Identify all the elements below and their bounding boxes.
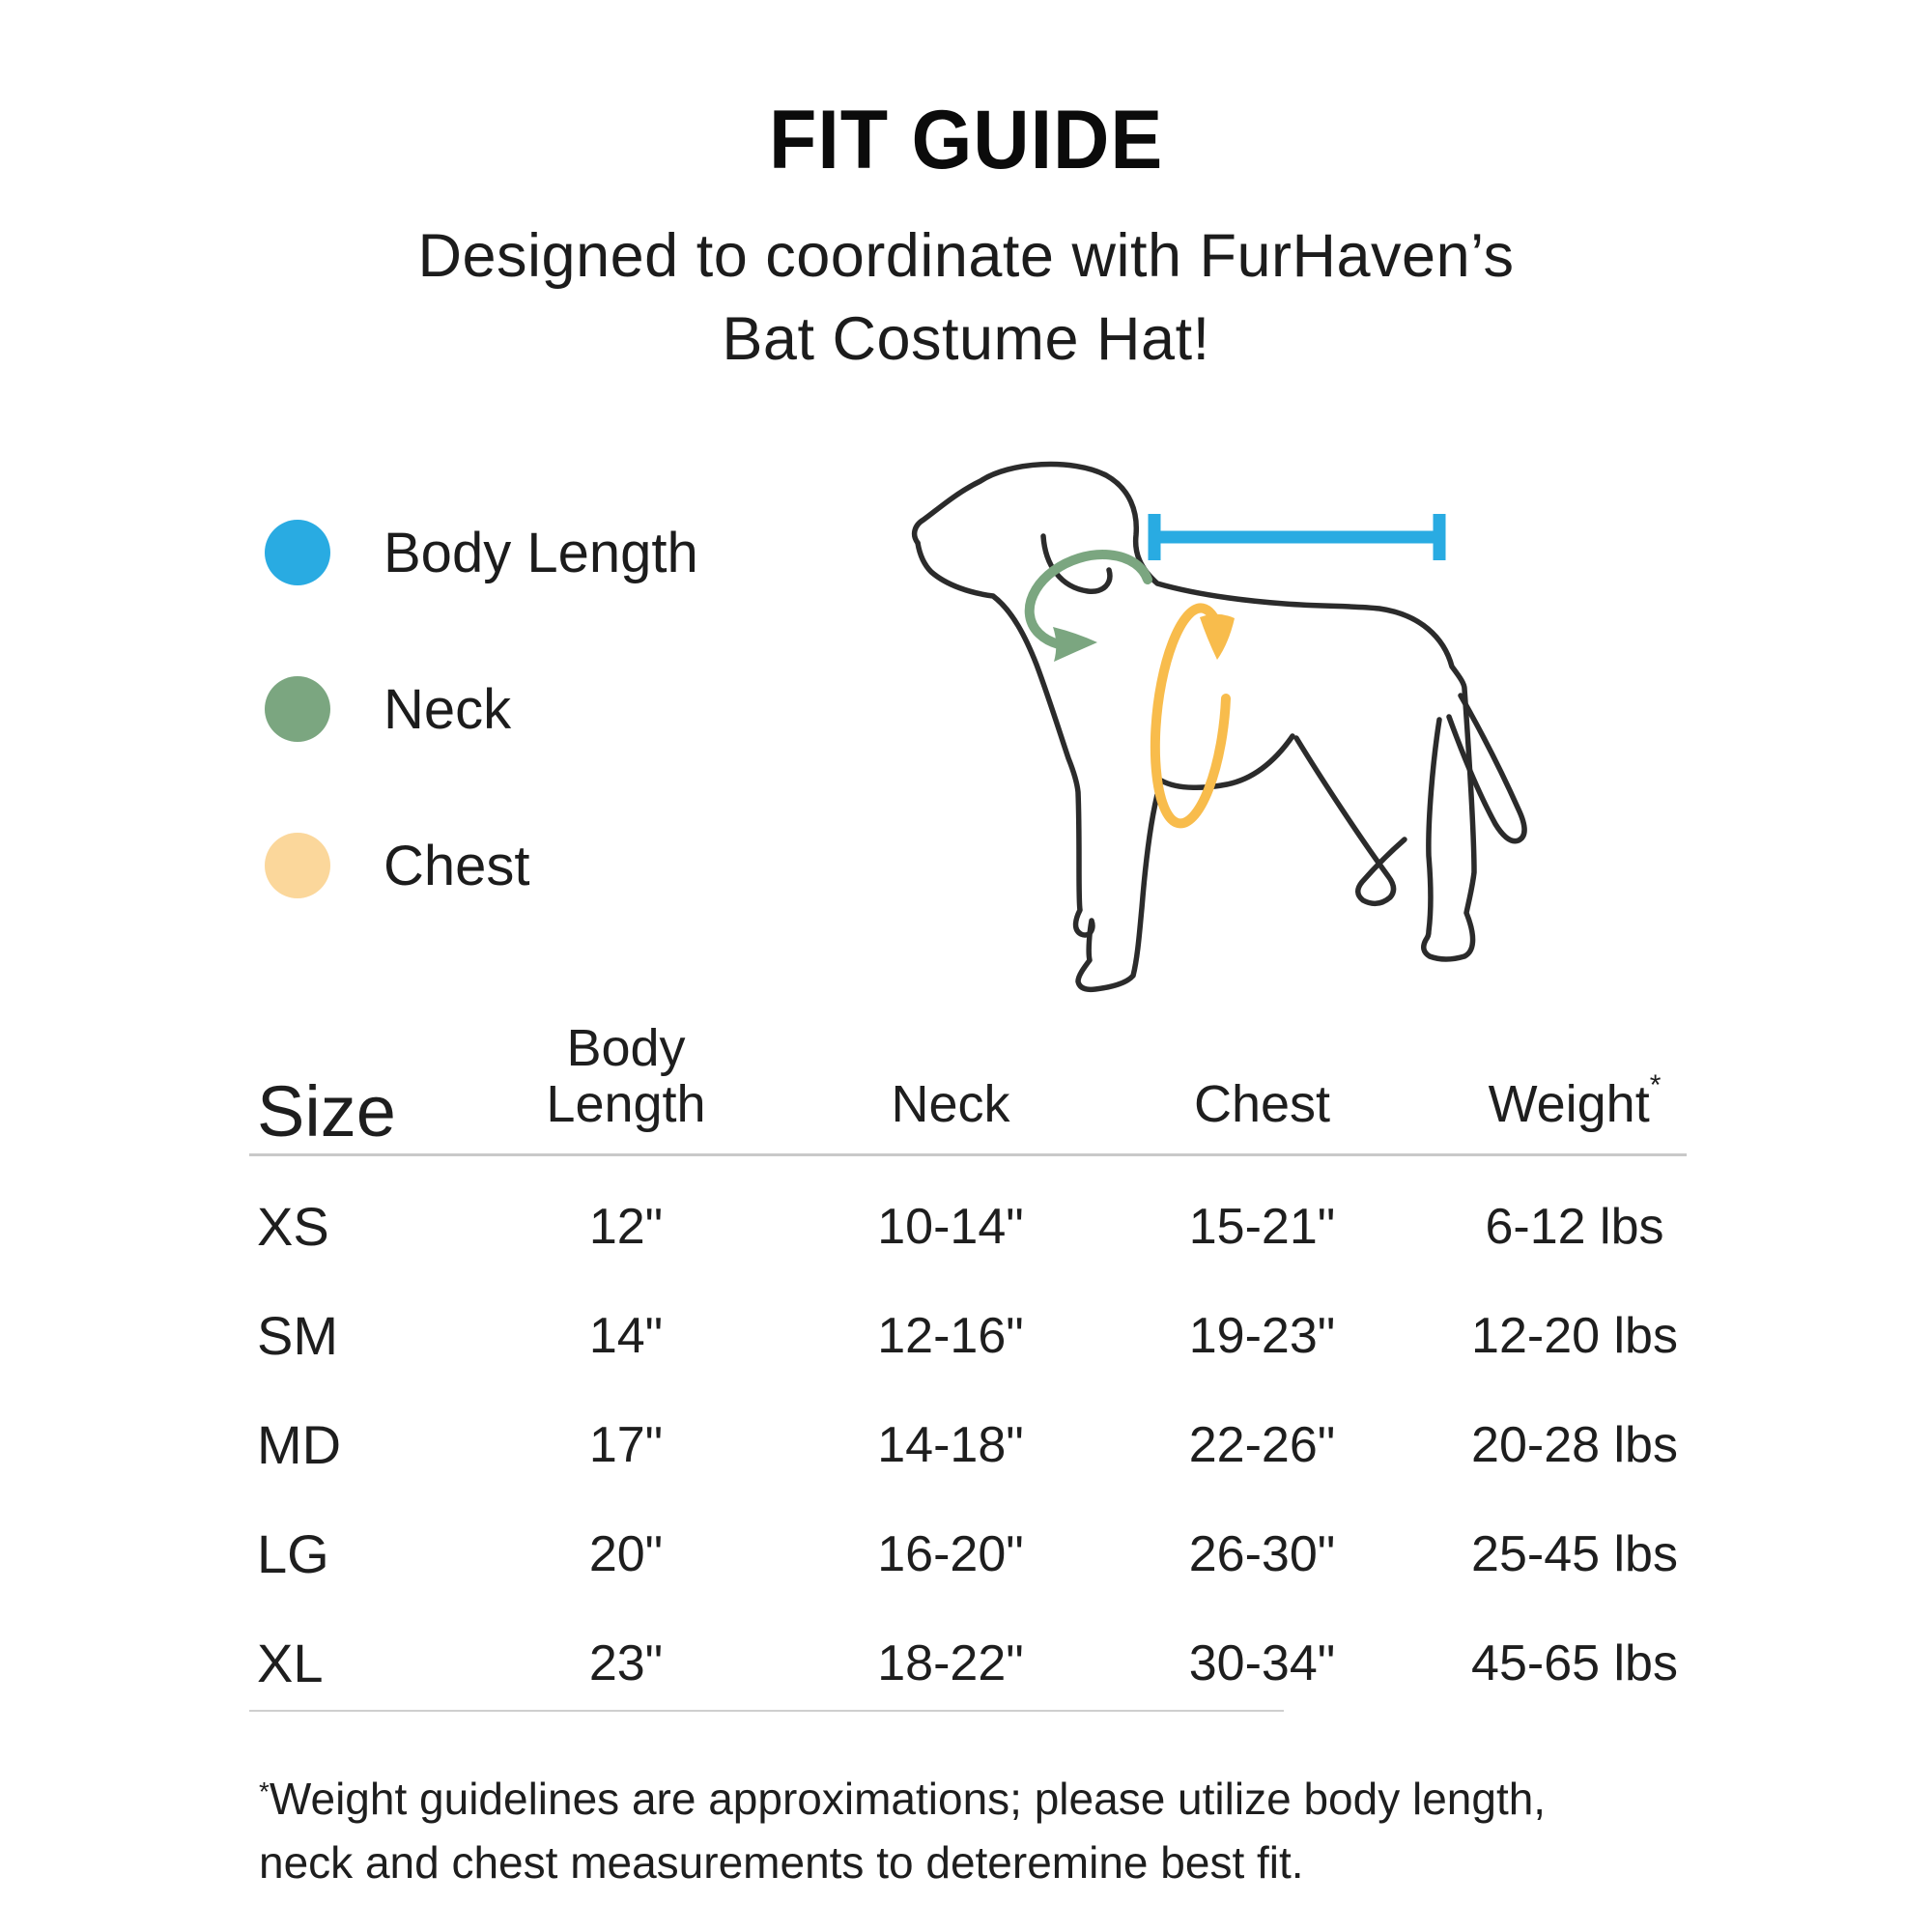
legend-label-neck: Neck	[384, 677, 512, 741]
subtitle-line-2: Bat Costume Hat!	[722, 305, 1210, 373]
column-header-body-length: Body Length	[546, 1019, 706, 1133]
weight-asterisk: *	[1649, 1069, 1662, 1101]
table-cell: 20"	[588, 1525, 664, 1582]
table-cell: 30-34"	[1188, 1634, 1336, 1691]
footnote: *Weight guidelines are approximations; p…	[259, 1760, 1546, 1894]
dog-measurement-diagram	[911, 461, 1527, 993]
dog-ear-outline	[1040, 533, 1113, 594]
table-body: XS 12" 10-14" 15-21" 6-12 lbs SM 14" 12-…	[249, 1172, 1687, 1718]
table-cell: 19-23"	[1188, 1307, 1336, 1364]
table-cell: 10-14"	[877, 1198, 1024, 1255]
legend-item-chest: Chest	[265, 833, 698, 898]
table-row: SM 14" 12-16" 19-23" 12-20 lbs	[249, 1281, 1687, 1390]
table-cell: 14"	[588, 1307, 664, 1364]
chest-measure-loop	[1150, 603, 1235, 829]
legend-item-body-length: Body Length	[265, 520, 698, 585]
subtitle-line-1: Designed to coordinate with FurHaven’s	[417, 222, 1515, 290]
neck-arrow-icon	[1053, 627, 1097, 662]
table-cell: 17"	[588, 1416, 664, 1473]
table-header-row: Size Body Length Neck Chest Weight*	[249, 1020, 1687, 1156]
measurement-legend: Body Length Neck Chest	[265, 520, 698, 898]
page-subtitle: Designed to coordinate with FurHaven’s B…	[0, 214, 1932, 381]
table-cell: 26-30"	[1188, 1525, 1336, 1582]
footnote-asterisk: *	[259, 1776, 270, 1806]
table-cell: SM	[257, 1305, 338, 1366]
column-header-neck: Neck	[891, 1075, 1010, 1133]
table-cell: 20-28 lbs	[1471, 1416, 1678, 1473]
dog-chest-outline	[915, 540, 1295, 993]
legend-item-neck: Neck	[265, 676, 698, 742]
footnote-line-1: *Weight guidelines are approximations; p…	[259, 1774, 1547, 1824]
table-row: LG 20" 16-20" 26-30" 25-45 lbs	[249, 1499, 1687, 1608]
body-length-line	[1148, 514, 1446, 560]
legend-label-body-length: Body Length	[384, 521, 698, 584]
size-table: Size Body Length Neck Chest Weight* XS 1…	[249, 1020, 1687, 1718]
dog-body-outline	[911, 461, 1477, 962]
dog-tail-outline	[1446, 693, 1527, 844]
table-cell: 45-65 lbs	[1471, 1634, 1678, 1691]
table-cell: 18-22"	[877, 1634, 1024, 1691]
table-cell: 16-20"	[877, 1525, 1024, 1582]
chest-arrow-icon	[1200, 613, 1235, 660]
footnote-line-2: neck and chest measurements to deteremin…	[259, 1837, 1304, 1888]
table-row: XS 12" 10-14" 15-21" 6-12 lbs	[249, 1172, 1687, 1281]
table-cell: XS	[257, 1196, 329, 1257]
table-cell: 6-12 lbs	[1485, 1198, 1664, 1255]
table-row: XL 23" 18-22" 30-34" 45-65 lbs	[249, 1608, 1687, 1718]
table-cell: 14-18"	[877, 1416, 1024, 1473]
table-cell: LG	[257, 1523, 329, 1584]
table-cell: 15-21"	[1188, 1198, 1336, 1255]
column-header-chest: Chest	[1193, 1075, 1331, 1133]
neck-measure-loop	[1024, 550, 1152, 662]
table-divider-line	[249, 1710, 1285, 1712]
table-row: MD 17" 14-18" 22-26" 20-28 lbs	[249, 1390, 1687, 1499]
table-cell: MD	[257, 1414, 342, 1475]
column-header-size: Size	[257, 1071, 396, 1151]
page-title: FIT GUIDE	[768, 94, 1164, 186]
page-title-wrap: FIT GUIDE	[0, 93, 1932, 188]
neck-dot-icon	[265, 676, 330, 742]
table-cell: 12"	[588, 1198, 664, 1255]
chest-dot-icon	[265, 833, 330, 898]
table-cell: 25-45 lbs	[1471, 1525, 1678, 1582]
table-cell: 12-16"	[877, 1307, 1024, 1364]
body-length-dot-icon	[265, 520, 330, 585]
column-header-weight: Weight*	[1488, 1069, 1662, 1133]
table-cell: 22-26"	[1188, 1416, 1336, 1473]
table-cell: XL	[257, 1633, 324, 1693]
dog-far-hind-leg-outline	[1293, 735, 1407, 907]
table-cell: 23"	[588, 1634, 664, 1691]
table-cell: 12-20 lbs	[1471, 1307, 1678, 1364]
legend-label-chest: Chest	[384, 834, 530, 897]
